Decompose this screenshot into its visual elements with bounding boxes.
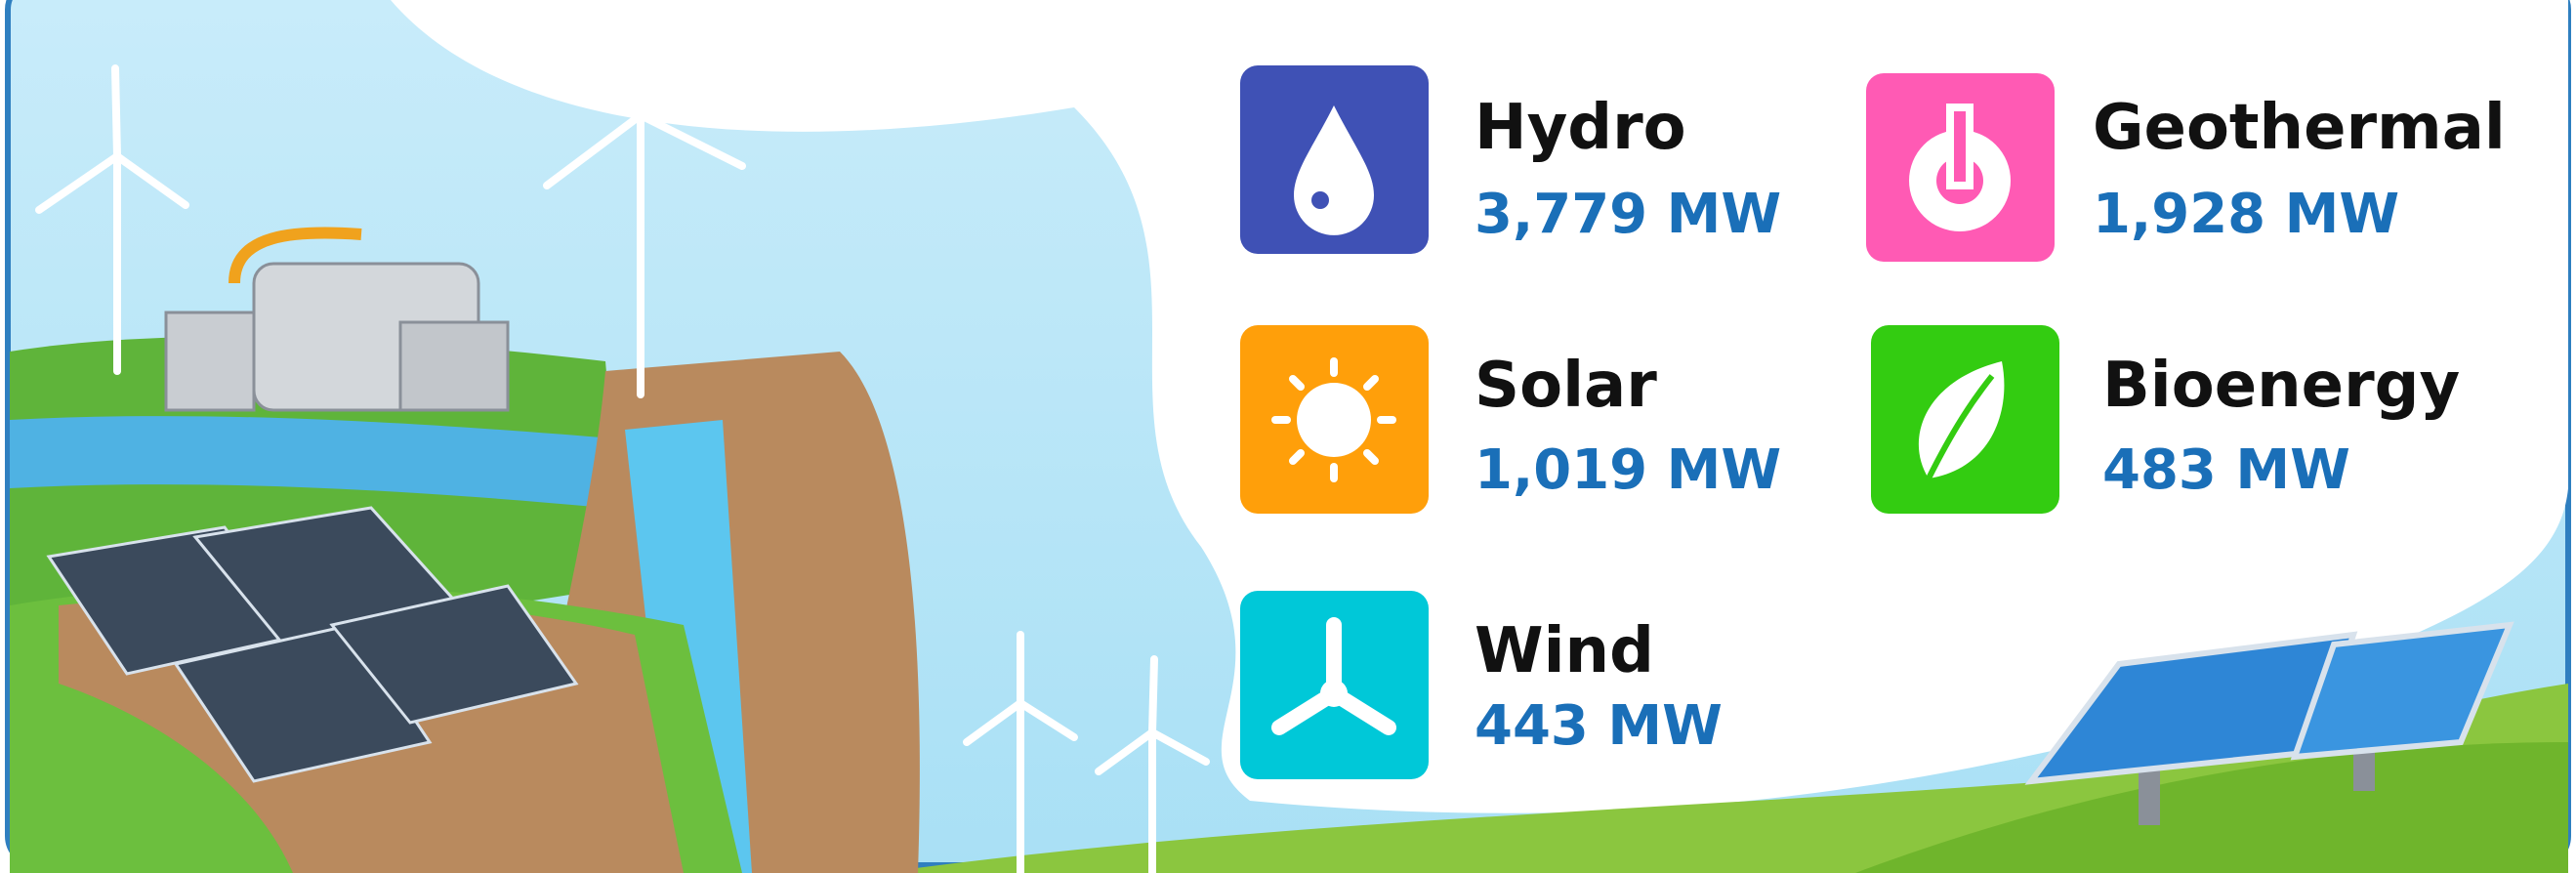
sun-glyph	[1297, 383, 1371, 457]
drop-glyph	[1311, 191, 1329, 209]
source-label: Solar	[1475, 350, 1657, 422]
tank	[166, 312, 254, 410]
source-value: 1,019 MW	[1475, 438, 1781, 502]
source-value: 3,779 MW	[1475, 183, 1781, 246]
source-value: 443 MW	[1475, 694, 1723, 758]
source-label: Wind	[1475, 615, 1654, 687]
source-value: 483 MW	[2102, 438, 2350, 502]
thermo-glyph	[1950, 107, 1970, 186]
source-value: 1,928 MW	[2093, 183, 2399, 246]
source-label: Geothermal	[2093, 92, 2506, 164]
infographic: Hydro 3,779 MW Geothermal 1,928 MW Solar…	[0, 0, 2576, 873]
page: {"items": [ {"label": "Hydro", "value": …	[0, 0, 2576, 873]
source-label: Bioenergy	[2102, 350, 2460, 422]
source-label: Hydro	[1475, 92, 1686, 164]
tank	[400, 322, 508, 410]
fan-glyph	[1320, 680, 1348, 707]
